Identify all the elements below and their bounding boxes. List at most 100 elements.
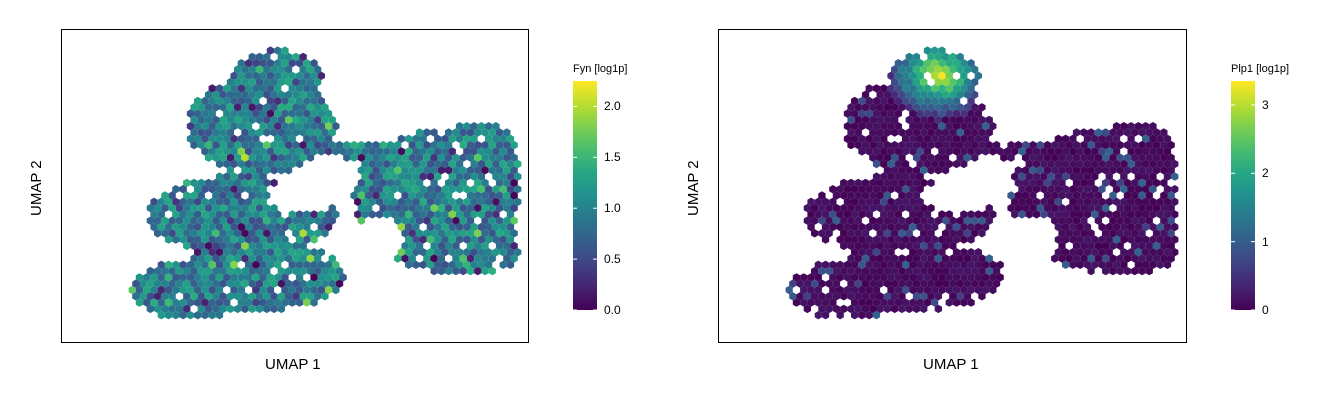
hex-bin [1120, 185, 1128, 194]
hex-bin [1160, 229, 1168, 238]
hex-bin [510, 140, 518, 150]
hex-bin [912, 166, 921, 175]
hex-bin [295, 222, 304, 232]
hex-bin [898, 140, 906, 150]
hex-bin [1142, 222, 1150, 232]
hex-bin [230, 248, 238, 257]
hex-bin [960, 122, 968, 131]
hex-bin [865, 109, 873, 118]
hex-bin [201, 147, 209, 156]
hex-bin [916, 172, 924, 181]
hex-bin [234, 103, 242, 112]
hex-bin [1094, 254, 1102, 263]
hex-bin [912, 279, 921, 288]
hex-bin [208, 235, 216, 244]
hex-bin [1102, 254, 1110, 263]
hex-bin [314, 140, 322, 150]
hex-bin [266, 71, 275, 80]
hex-bin [401, 241, 409, 251]
hex-bin [434, 248, 442, 257]
hex-bin [1149, 210, 1157, 219]
hex-bin [164, 311, 173, 320]
hex-bin [942, 65, 950, 74]
hex-bin [317, 147, 325, 156]
hex-bin [1109, 229, 1117, 238]
hex-bin [854, 292, 862, 301]
hex-bin [851, 197, 859, 206]
hex-bin [459, 203, 467, 213]
hex-bin [310, 109, 318, 118]
hex-bin [938, 96, 946, 106]
hex-bin [1072, 203, 1081, 213]
hex-bin [920, 216, 928, 225]
hex-bin [982, 260, 990, 269]
hex-bin [927, 90, 935, 99]
hex-bin [372, 191, 380, 200]
hex-bin [230, 210, 238, 219]
hex-bin [474, 178, 482, 188]
hex-bin [880, 185, 888, 194]
hex-bin [909, 273, 917, 282]
hex-bin [335, 279, 344, 288]
hex-bin [354, 197, 362, 206]
hex-bin [168, 216, 176, 225]
hex-bin [234, 77, 242, 87]
hex-bin [445, 266, 453, 276]
hex-bin [292, 140, 300, 150]
hex-bin [1171, 248, 1179, 257]
hex-bin [843, 109, 851, 118]
hex-bin [872, 134, 881, 143]
hex-bin [989, 260, 997, 269]
hex-bin [292, 103, 300, 112]
hex-bin [255, 77, 264, 87]
hex-bin [368, 159, 376, 169]
hex-bin [419, 235, 427, 244]
hex-bin [825, 279, 833, 288]
hex-bin [292, 279, 300, 288]
hex-bin [332, 122, 340, 131]
hex-bin [252, 210, 260, 219]
hex-bin [430, 216, 438, 225]
hex-bin [172, 298, 180, 307]
hex-bin [909, 109, 917, 118]
hex-bin [905, 166, 913, 175]
hex-bin [789, 279, 797, 288]
hex-bin [226, 191, 234, 200]
hex-bin [923, 285, 932, 295]
hex-bin [248, 166, 256, 175]
hex-bin [934, 128, 942, 137]
hex-bin [306, 292, 315, 301]
hex-bin [245, 84, 253, 93]
hex-bin [1018, 147, 1026, 156]
hex-bin [146, 266, 154, 276]
hex-bin [186, 134, 194, 143]
hex-bin [843, 210, 851, 219]
hex-bin [974, 109, 982, 118]
hex-bin [832, 279, 841, 288]
hex-bin [982, 210, 990, 219]
hex-bin [1149, 159, 1157, 169]
hex-bin [248, 128, 256, 137]
hex-bin [157, 285, 165, 295]
hex-bin [840, 178, 848, 188]
hex-bin [1109, 178, 1117, 188]
hex-bin [872, 222, 881, 232]
hex-bin [285, 52, 293, 62]
hex-bin [1131, 191, 1139, 200]
hex-bin [463, 235, 471, 244]
hex-bin [208, 248, 216, 257]
hex-bin [321, 140, 329, 150]
hex-bin [1080, 203, 1088, 213]
hex-bin [1149, 222, 1157, 232]
hex-bin [295, 84, 304, 93]
hex-bin [1112, 197, 1121, 206]
hex-bin [463, 197, 471, 206]
hex-bin [223, 84, 231, 93]
hex-bin [934, 304, 942, 314]
hex-bin [938, 273, 946, 282]
hex-bin [135, 285, 144, 295]
hex-bin [902, 260, 910, 269]
hex-bin [263, 191, 271, 200]
hex-bin [168, 266, 176, 276]
hex-bin [408, 241, 416, 251]
